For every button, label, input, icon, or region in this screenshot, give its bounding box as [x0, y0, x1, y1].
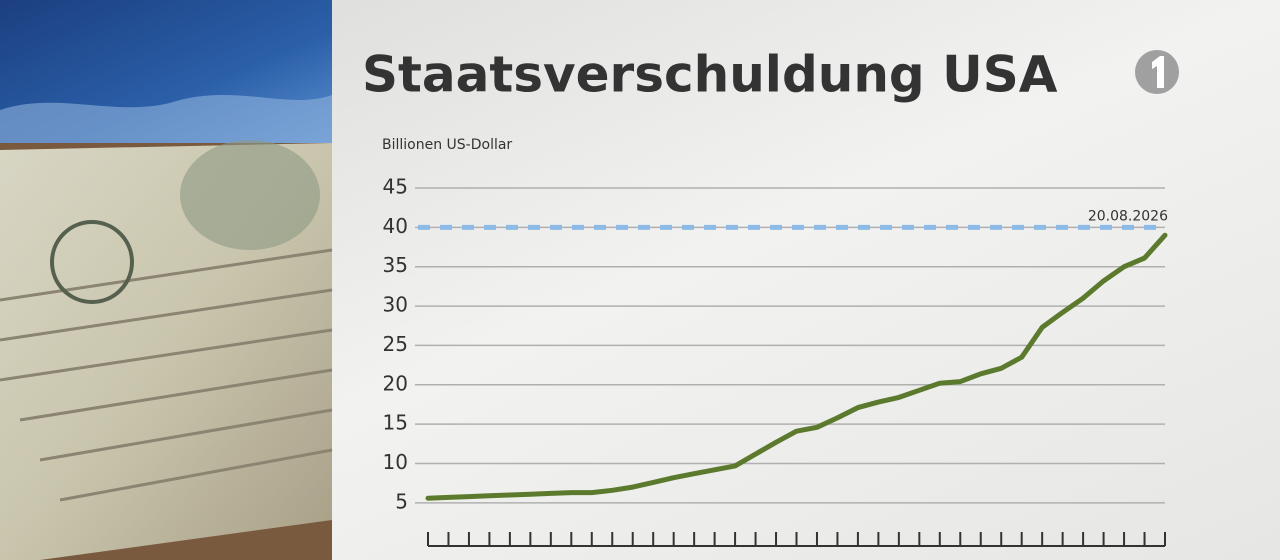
y-tick-label: 20	[383, 371, 408, 395]
logo	[1135, 50, 1179, 94]
y-axis-label: Billionen US-Dollar	[382, 137, 512, 153]
y-tick-label: 25	[383, 332, 408, 356]
photo-map	[0, 95, 332, 143]
y-tick-label: 35	[383, 253, 408, 277]
photo	[0, 0, 333, 560]
y-tick-label: 5	[395, 489, 408, 513]
reference-label: 20.08.2026	[1088, 208, 1168, 224]
y-tick-label: 10	[383, 450, 408, 474]
photo-seal	[50, 220, 134, 304]
photo-portrait	[180, 140, 320, 250]
plot: 5 10 15 20 25 30 35 40 45 20.08.2026	[383, 175, 1168, 547]
data-line	[425, 232, 1168, 501]
y-tick-label: 15	[383, 411, 408, 435]
y-tick-label: 30	[383, 293, 408, 317]
photo-bill-edges	[0, 248, 333, 502]
y-tick-label: 40	[383, 214, 408, 238]
y-tick-label: 45	[383, 175, 408, 199]
chart-title: Staatsverschuldung USA	[362, 46, 1058, 104]
logo-one	[1152, 56, 1164, 88]
